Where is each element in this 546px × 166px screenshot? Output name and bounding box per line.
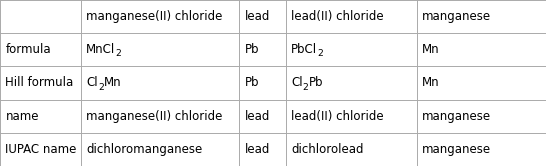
Text: PbCl: PbCl (291, 43, 317, 56)
Text: manganese: manganese (422, 110, 491, 123)
Text: lead(II) chloride: lead(II) chloride (291, 110, 384, 123)
Text: 2: 2 (317, 49, 323, 58)
Text: manganese(II) chloride: manganese(II) chloride (86, 110, 223, 123)
Text: dichlorolead: dichlorolead (291, 143, 364, 156)
Text: Pb: Pb (245, 77, 259, 89)
Text: lead: lead (245, 10, 270, 23)
Text: manganese(II) chloride: manganese(II) chloride (86, 10, 223, 23)
Text: dichloromanganese: dichloromanganese (86, 143, 203, 156)
Text: Pb: Pb (245, 43, 259, 56)
Text: 2: 2 (98, 83, 104, 92)
Text: formula: formula (5, 43, 51, 56)
Text: IUPAC name: IUPAC name (5, 143, 77, 156)
Text: lead: lead (245, 143, 270, 156)
Text: Pb: Pb (308, 77, 323, 89)
Text: 2: 2 (116, 49, 121, 58)
Text: name: name (5, 110, 39, 123)
Text: lead: lead (245, 110, 270, 123)
Text: Cl: Cl (291, 77, 302, 89)
Text: Cl: Cl (86, 77, 98, 89)
Text: Mn: Mn (422, 43, 440, 56)
Text: MnCl: MnCl (86, 43, 116, 56)
Text: Hill formula: Hill formula (5, 77, 74, 89)
Text: Mn: Mn (422, 77, 440, 89)
Text: 2: 2 (302, 83, 308, 92)
Text: manganese: manganese (422, 143, 491, 156)
Text: manganese: manganese (422, 10, 491, 23)
Text: lead(II) chloride: lead(II) chloride (291, 10, 384, 23)
Text: Mn: Mn (104, 77, 121, 89)
